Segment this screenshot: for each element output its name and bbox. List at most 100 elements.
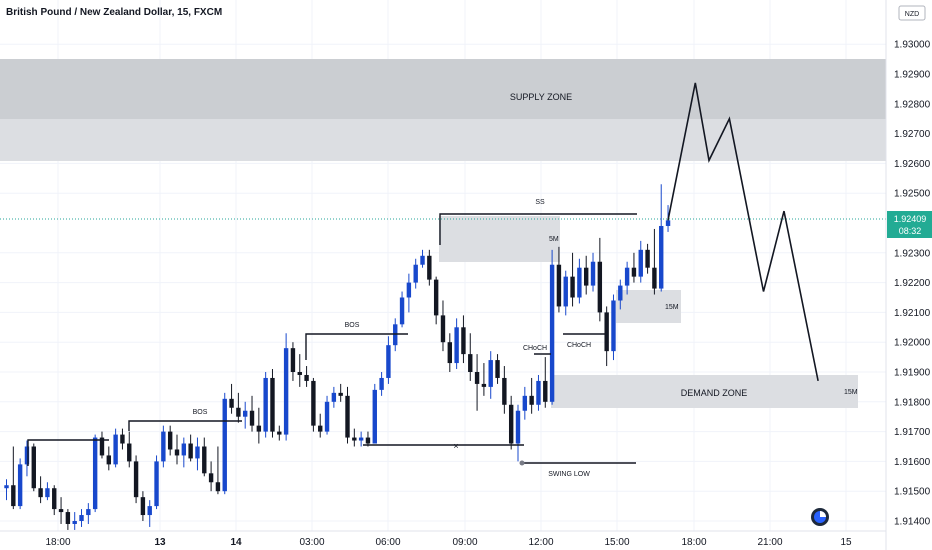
candle-body bbox=[481, 383, 487, 387]
candle-body bbox=[127, 443, 132, 462]
supply-zone-inner-rect bbox=[0, 119, 886, 161]
candle-body bbox=[577, 267, 582, 298]
candle-body bbox=[440, 315, 446, 343]
candle-body bbox=[495, 360, 500, 378]
candle-body bbox=[570, 276, 575, 298]
candle-body bbox=[311, 380, 316, 426]
candle-body bbox=[229, 398, 234, 408]
candle-body bbox=[515, 410, 521, 444]
candle-body bbox=[468, 354, 473, 372]
candle-body bbox=[72, 521, 77, 524]
ss-line bbox=[439, 213, 637, 245]
currency-tag[interactable] bbox=[898, 5, 926, 21]
candle-body bbox=[290, 348, 296, 372]
candle-body bbox=[38, 488, 43, 498]
candle-body bbox=[338, 392, 343, 396]
candle-body bbox=[263, 377, 268, 432]
bos-line-right bbox=[305, 333, 408, 360]
candle-body bbox=[120, 434, 125, 444]
ss-label: SS bbox=[535, 199, 545, 206]
price-tick-label: 1.91800 bbox=[894, 397, 931, 408]
time-tick-label: 14 bbox=[230, 537, 242, 548]
candle-body bbox=[86, 509, 91, 516]
time-tick-label: 18:00 bbox=[45, 537, 70, 548]
candle-body bbox=[522, 395, 528, 411]
currency-label: NZD bbox=[905, 11, 919, 18]
swing-low-label: SWING LOW bbox=[548, 471, 590, 478]
price-axis-bg bbox=[886, 0, 932, 550]
time-tick-label: 06:00 bbox=[375, 537, 400, 548]
candle-body bbox=[379, 377, 384, 390]
candle-body bbox=[167, 431, 173, 450]
swing-low-dot bbox=[519, 460, 525, 466]
box-15m bbox=[616, 290, 681, 323]
price-tick-label: 1.92200 bbox=[894, 278, 931, 289]
box-5m-label: 5M bbox=[549, 236, 559, 243]
price-tick-label: 1.92000 bbox=[894, 338, 931, 349]
price-tick-label: 1.92100 bbox=[894, 308, 931, 319]
candle-body bbox=[17, 464, 23, 507]
replay-icon[interactable] bbox=[811, 508, 829, 526]
candle-body bbox=[65, 512, 71, 524]
candle-body bbox=[624, 267, 630, 286]
candle-body bbox=[358, 437, 364, 441]
candle-body bbox=[58, 509, 64, 513]
candle-body bbox=[270, 377, 275, 432]
candle-body bbox=[11, 485, 16, 507]
grid bbox=[0, 0, 886, 531]
candle-body bbox=[140, 497, 146, 516]
candle-body bbox=[256, 425, 262, 432]
candle-body bbox=[508, 404, 514, 444]
candle-body bbox=[106, 455, 111, 465]
candle-body bbox=[536, 380, 541, 405]
candle-body bbox=[461, 327, 466, 355]
price-tick-label: 1.92800 bbox=[894, 99, 931, 110]
candle-body bbox=[283, 348, 289, 435]
candle-body bbox=[584, 267, 589, 286]
candle-body bbox=[222, 398, 227, 492]
demand-zone-rect bbox=[551, 375, 858, 408]
candle-body bbox=[631, 267, 637, 277]
price-tick-label: 1.91700 bbox=[894, 427, 931, 438]
price-tick-label: 1.92700 bbox=[894, 129, 931, 140]
candle-body bbox=[386, 345, 391, 378]
bos-line-mid bbox=[128, 420, 242, 431]
candle-body bbox=[174, 449, 180, 456]
candle-body bbox=[52, 488, 57, 510]
candle-body bbox=[433, 279, 439, 316]
candle-body bbox=[345, 395, 350, 438]
box-5m bbox=[439, 216, 560, 262]
demand-zone-tag: 15M bbox=[844, 389, 858, 396]
candle-body bbox=[45, 488, 50, 498]
current-price-badge bbox=[887, 211, 932, 238]
candle-body bbox=[208, 473, 214, 483]
candle-body bbox=[133, 461, 139, 498]
candle-body bbox=[79, 515, 84, 521]
choch-label-1: CHoCH bbox=[523, 345, 547, 352]
demand-zone-label: DEMAND ZONE bbox=[681, 388, 748, 398]
time-tick-label: 13 bbox=[154, 537, 166, 548]
candle-body bbox=[597, 261, 603, 313]
candle-body bbox=[113, 434, 118, 465]
candle-body bbox=[92, 437, 98, 510]
x-mark: × bbox=[453, 441, 458, 451]
candle-body bbox=[502, 377, 507, 405]
current-price-value: 1.92409 bbox=[894, 214, 927, 224]
price-tick-label: 1.91900 bbox=[894, 368, 931, 379]
candle-body bbox=[99, 437, 105, 456]
candle-body bbox=[420, 255, 425, 265]
supply-zone-label: SUPPLY ZONE bbox=[510, 92, 572, 102]
candle-body bbox=[652, 267, 657, 289]
bos-line-left bbox=[27, 439, 109, 466]
candle-body bbox=[195, 446, 200, 459]
candle-body bbox=[215, 482, 221, 492]
candle-body bbox=[4, 485, 9, 489]
projection-path bbox=[667, 82, 819, 382]
choch-label-2: CHoCH bbox=[567, 342, 591, 349]
candle-body bbox=[399, 297, 405, 325]
price-tick-label: 1.91600 bbox=[894, 457, 931, 468]
candle-body bbox=[202, 446, 207, 474]
candle-body bbox=[665, 220, 671, 226]
candle-body bbox=[413, 264, 418, 283]
